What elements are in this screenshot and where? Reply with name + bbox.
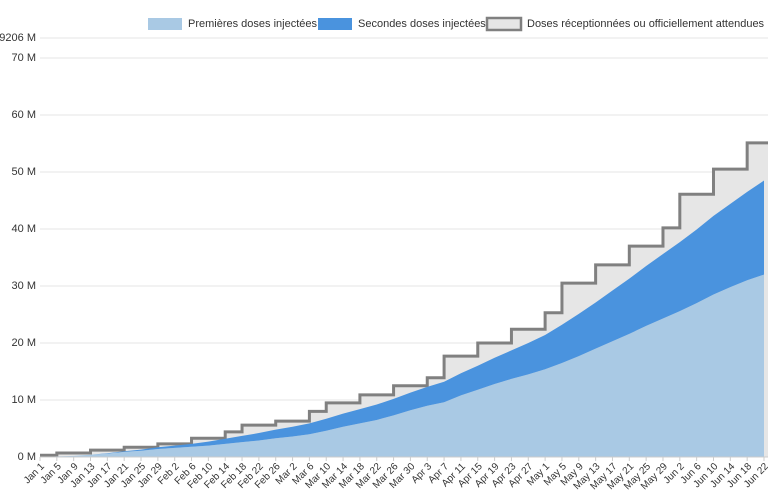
received-step-line <box>40 141 768 457</box>
y-tick-label: 60 M <box>12 109 36 121</box>
y-tick-label: 40 M <box>12 223 36 235</box>
y-tick-label: 0 M <box>18 451 36 463</box>
legend-swatch <box>318 18 352 30</box>
plot-area: 0 M10 M20 M30 M40 M50 M60 M70 M09206 MJa… <box>0 32 768 492</box>
stacked-area <box>40 180 764 457</box>
y-tick-label: 50 M <box>12 166 36 178</box>
legend: Premières doses injectées Secondes doses … <box>148 16 765 32</box>
y-tick-label: 70 M <box>12 52 36 64</box>
stacked-area <box>40 274 764 457</box>
y-tick-label: 20 M <box>12 337 36 349</box>
legend-swatch <box>148 18 182 30</box>
y-tick-label: 30 M <box>12 280 36 292</box>
y-tick-label: 10 M <box>12 394 36 406</box>
y-tick-label: 09206 M <box>0 32 36 44</box>
legend-label: Premières doses injectées <box>188 18 318 30</box>
legend-swatch <box>485 16 523 32</box>
legend-label: Secondes doses injectées <box>358 18 486 30</box>
legend-label: Doses réceptionnées ou officiellement at… <box>527 18 765 30</box>
